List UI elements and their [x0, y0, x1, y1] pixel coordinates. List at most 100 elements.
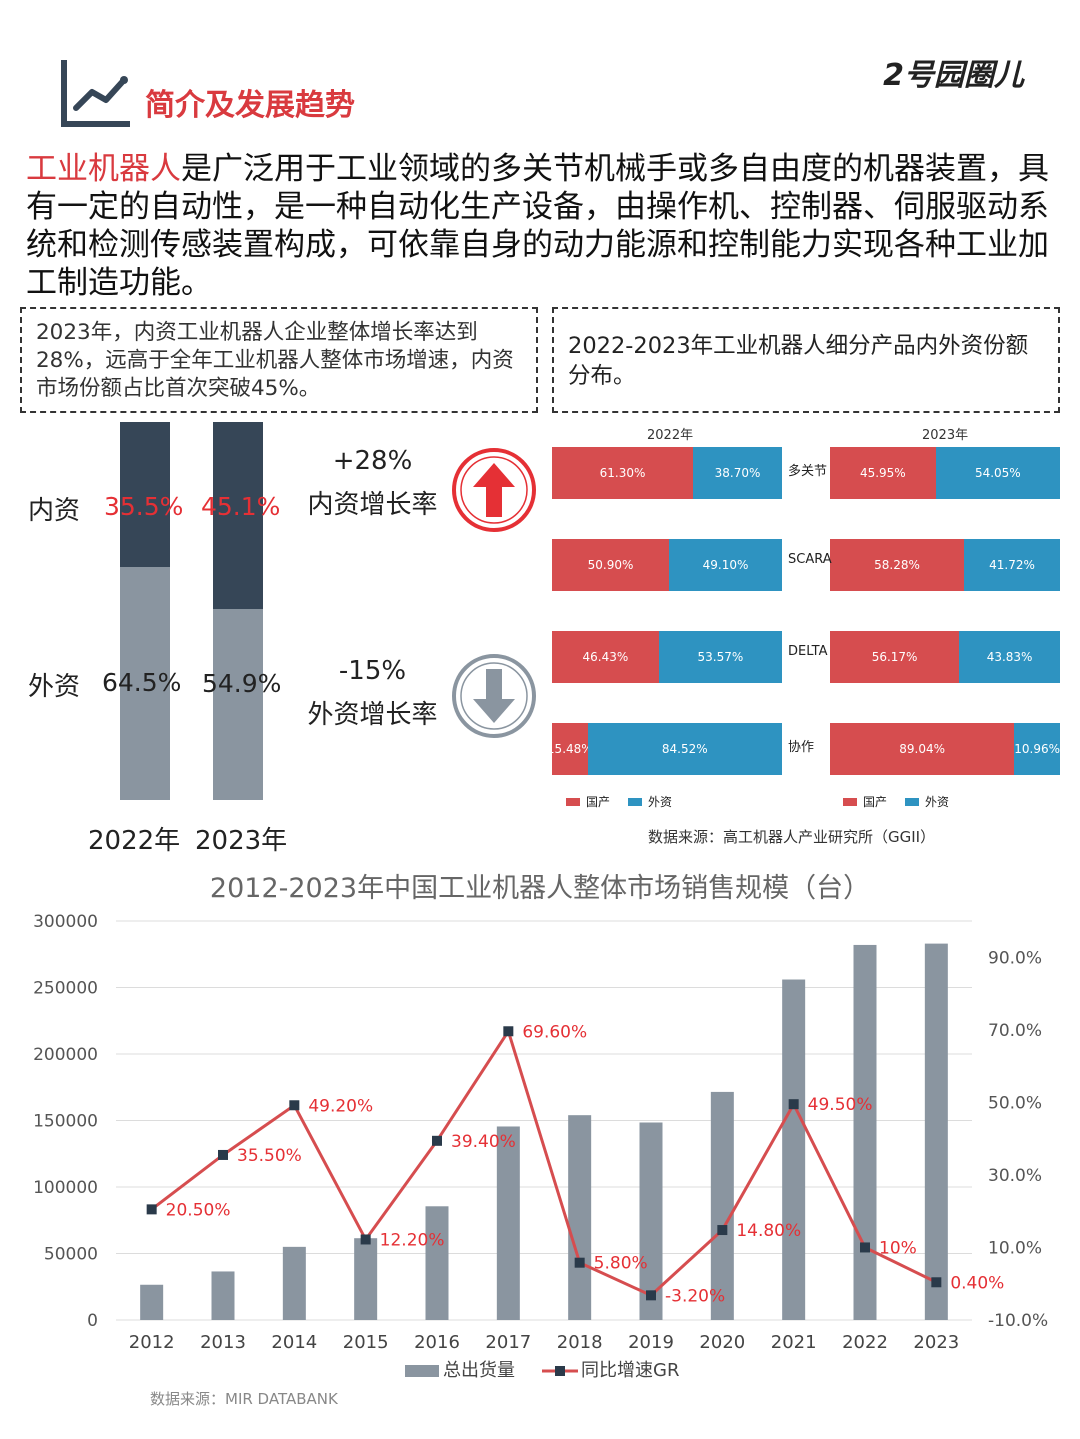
y-left-tick-label: 100000	[33, 1178, 98, 1198]
section-title: 简介及发展趋势	[145, 88, 355, 123]
segment-domestic-part: 61.30%	[552, 447, 693, 499]
growth-point	[574, 1257, 585, 1268]
y-left-tick-label: 0	[87, 1311, 98, 1331]
legend-foreign-swatch	[628, 797, 643, 806]
bar-total-shipments	[568, 1115, 592, 1320]
growth-data-label: 10%	[879, 1238, 917, 1258]
intro-highlight: 工业机器人	[26, 151, 181, 187]
growth-line	[150, 1027, 937, 1298]
growth-data-label: 35.50%	[237, 1146, 302, 1166]
x-tick-label: 2015	[343, 1332, 389, 1353]
x-tick-label: 2014	[271, 1332, 317, 1353]
bar-total-shipments	[211, 1271, 235, 1320]
legend-foreign-label: 外资	[925, 795, 950, 809]
y-right-tick-label: 90.0%	[988, 948, 1042, 968]
growth-data-label: 5.80%	[594, 1254, 648, 1274]
y-left-tick-label: 50000	[44, 1245, 98, 1265]
growth-data-label: 69.60%	[522, 1022, 587, 1042]
y-left-tick-label: 300000	[33, 912, 98, 932]
share-bar-2022-foreign	[120, 567, 170, 800]
segment-domestic-part: 46.43%	[552, 631, 659, 683]
legend-domestic-swatch	[843, 797, 857, 806]
growth-point	[788, 1099, 799, 1110]
x-tick-label: 2019	[628, 1332, 674, 1353]
growth-data-label: 49.20%	[308, 1096, 373, 1116]
segment-category-label: 多关节	[788, 464, 828, 479]
segment-foreign-part: 43.83%	[959, 631, 1060, 683]
legend-bar-swatch	[405, 1365, 439, 1377]
growth-point	[860, 1242, 870, 1253]
segment-category-label: 协作	[788, 740, 815, 755]
legend-bar-label: 总出货量	[443, 1360, 515, 1381]
segment-domestic-part: 45.95%	[830, 447, 936, 499]
bar-total-shipments	[496, 1126, 520, 1320]
segment-foreign-part: 53.57%	[658, 631, 782, 683]
segment-category-label: SCARA	[788, 552, 832, 567]
legend-domestic-label: 国产	[586, 795, 611, 809]
x-tick-label: 2016	[414, 1332, 460, 1353]
segment-bar-2022: 50.90% 49.10%	[552, 539, 782, 591]
legend-line-marker	[555, 1366, 565, 1376]
bar-total-shipments	[354, 1238, 378, 1320]
segment-domestic-part: 56.17%	[830, 631, 960, 683]
legend-line-label: 同比增速GR	[581, 1360, 679, 1381]
growth-point	[289, 1100, 300, 1111]
growth-point	[646, 1290, 656, 1301]
share-bar-2023	[213, 422, 263, 800]
growth-point	[432, 1135, 442, 1146]
growth-point	[218, 1149, 228, 1160]
bar-total-shipments	[710, 1091, 734, 1320]
y-left-tick-label: 150000	[33, 1112, 98, 1132]
x-tick-label: 2013	[200, 1332, 246, 1353]
segment-legend-b: 国产 外资	[843, 793, 949, 810]
domestic-growth-label: 内资增长率	[307, 490, 438, 520]
intro-text: 是广泛用于工业领域的多关节机械手或多自由度的机器装置，具有一定的自动性，是一种自…	[26, 151, 1049, 301]
y-right-tick-label: -10.0%	[988, 1311, 1048, 1331]
foreign-2023-pct: 54.9%	[202, 669, 282, 698]
chart-source: 数据来源：MIR DATABANK	[150, 1390, 338, 1408]
segment-bar-2023: 58.28% 41.72%	[830, 539, 1060, 591]
segment-bar-2022: 61.30% 38.70%	[552, 447, 782, 499]
x-tick-label: 2018	[557, 1332, 603, 1353]
foreign-2022-pct: 64.5%	[102, 668, 182, 697]
segment-foreign-part: 38.70%	[692, 447, 782, 499]
bar-total-shipments	[924, 943, 948, 1320]
growth-point	[360, 1234, 371, 1245]
year-2022-label: 2022年	[88, 826, 181, 856]
segment-foreign-part: 54.05%	[935, 447, 1060, 499]
growth-data-label: 14.80%	[736, 1221, 801, 1241]
domestic-2023-pct: 45.1%	[201, 492, 281, 521]
x-tick-label: 2017	[485, 1332, 531, 1353]
segment-legend-a: 国产 外资	[566, 793, 672, 810]
segment-domestic-part: 15.48%	[547, 723, 593, 775]
brand-logo: 2号园圈儿	[883, 58, 1024, 93]
trend-chart-icon	[61, 60, 130, 127]
segment-source: 数据来源：高工机器人产业研究所（GGII）	[648, 828, 936, 846]
share-bar-2022	[120, 422, 170, 800]
domestic-growth-value: +28%	[332, 446, 413, 476]
segment-foreign-part: 84.52%	[587, 723, 782, 775]
segment-bar-2023: 56.17% 43.83%	[830, 631, 1060, 683]
foreign-growth-label: 外资增长率	[307, 700, 438, 730]
x-tick-label: 2020	[699, 1332, 745, 1353]
foreign-label: 外资	[28, 672, 81, 702]
bar-total-shipments	[425, 1206, 449, 1320]
share-bar-2022-domestic	[120, 422, 170, 567]
chart-title: 2012-2023年中国工业机器人整体市场销售规模（台）	[209, 873, 871, 904]
y-left-tick-label: 200000	[33, 1045, 98, 1065]
segment-year-a: 2022年	[647, 428, 694, 443]
bar-total-shipments	[782, 979, 806, 1320]
growth-point	[503, 1026, 514, 1037]
growth-data-label: 20.50%	[166, 1200, 231, 1220]
segment-foreign-part: 41.72%	[964, 539, 1060, 591]
growth-point	[146, 1204, 157, 1215]
foreign-growth-value: -15%	[338, 656, 407, 686]
y-right-tick-label: 70.0%	[988, 1021, 1042, 1041]
growth-point	[931, 1277, 942, 1288]
growth-point	[717, 1225, 728, 1236]
segment-domestic-part: 58.28%	[830, 539, 965, 591]
x-tick-label: 2021	[771, 1332, 817, 1353]
segment-bar-2022: 46.43% 53.57%	[552, 631, 782, 683]
share-bar-2023-domestic	[213, 422, 263, 609]
domestic-label: 内资	[28, 496, 81, 526]
